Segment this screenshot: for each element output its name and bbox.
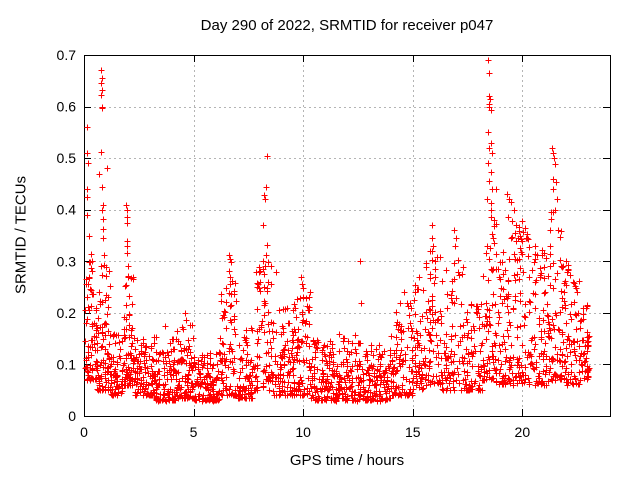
y-tick-label: 0.6 [57,99,77,115]
y-axis-title: SRMTID / TECUs [12,175,30,295]
y-tick-label: 0.7 [57,47,77,63]
y-tick-label: 0.5 [57,150,77,166]
x-tick-label: 0 [80,424,88,440]
x-tick-label: 10 [295,424,311,440]
x-tick-label: 5 [190,424,198,440]
y-tick-label: 0 [68,408,76,424]
chart-title: Day 290 of 2022, SRMTID for receiver p04… [200,17,494,34]
y-tick-label: 0.2 [57,305,77,321]
x-axis-title: GPS time / hours [289,452,405,469]
x-tick-label: 15 [405,424,421,440]
y-tick-label: 0.1 [57,356,77,372]
plot-border [84,55,611,417]
x-tick-label: 20 [515,424,531,440]
y-tick-label: 0.3 [57,253,77,269]
y-tick-label: 0.4 [57,202,77,218]
scatter-points [82,57,593,405]
